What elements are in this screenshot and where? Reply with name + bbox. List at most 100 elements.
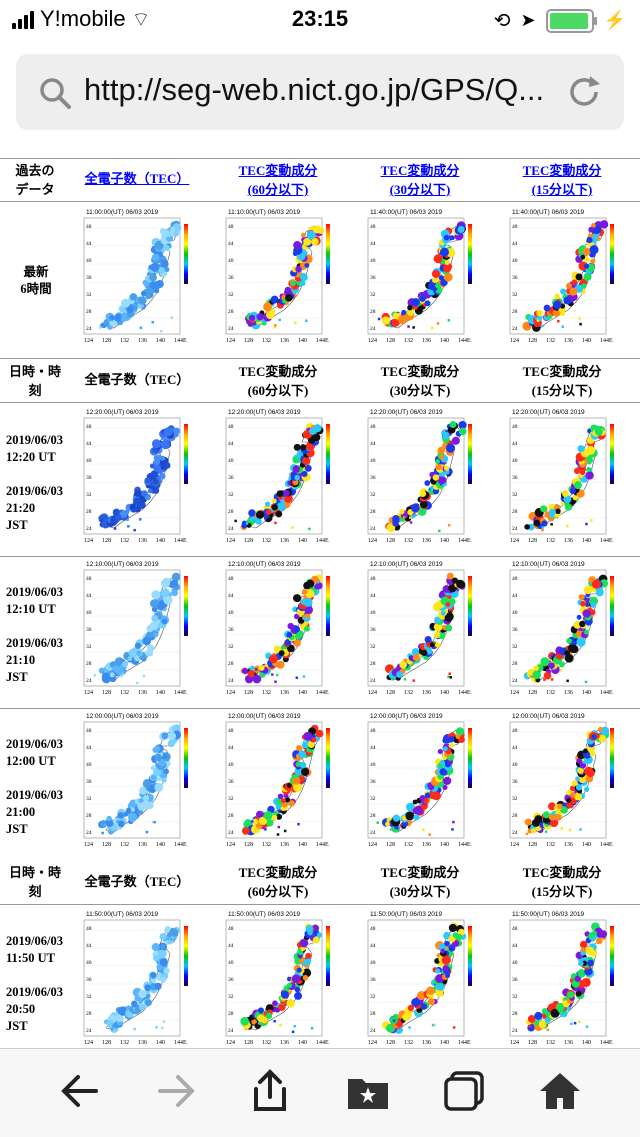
forward-icon[interactable] [152, 1067, 200, 1115]
tec-map-image[interactable]: 12:00:00(UT) 06/03 2019 124 128 132 136 140 14… [498, 710, 620, 852]
axis-tick-label: 124 [226, 842, 235, 848]
axis-tick-label: 144E [316, 338, 329, 344]
table-row: 2019/06/03 11:50 UT 2019/06/03 20:50 JST [0, 905, 640, 1048]
reload-icon[interactable] [566, 74, 602, 110]
axis-tick-label: 48 [370, 576, 376, 582]
map-timestamp: 11:40:00(UT) 06/03 2019 [512, 209, 585, 216]
axis-tick-label: 124 [510, 538, 519, 544]
axis-tick-label: 32 [512, 994, 518, 1000]
tec-map-image[interactable]: 12:10:00(UT) 06/03 2019 124 128 132 136 140 14… [214, 558, 336, 700]
axis-tick-label: 124 [368, 338, 377, 344]
axis-tick-label: 136 [564, 538, 573, 544]
axis-tick-label: 28 [370, 661, 376, 667]
address-bar[interactable]: http://seg-web.nict.go.jp/GPS/Q... [16, 54, 624, 130]
axis-tick-label: 128 [528, 1040, 537, 1046]
axis-tick-label: 140 [440, 338, 449, 344]
color-scale [326, 224, 330, 284]
tec-map-image[interactable]: 11:10:00(UT) 06/03 2019 124 128 132 136 140 14… [214, 206, 336, 348]
tec-map-image[interactable]: 11:40:00(UT) 06/03 2019 124 128 132 136 140 14… [356, 206, 478, 348]
axis-tick-label: 48 [370, 224, 376, 230]
tec-map-image[interactable]: 12:20:00(UT) 06/03 2019 124 128 132 136 140 14… [356, 406, 478, 548]
tec-map-image[interactable]: 11:50:00(UT) 06/03 2019 124 128 132 136 140 14… [214, 908, 336, 1048]
axis-tick-label: 40 [86, 458, 92, 464]
table-row: 2019/06/03 12:20 UT 2019/06/03 21:20 JST [0, 404, 640, 557]
tec-map-image[interactable]: 12:10:00(UT) 06/03 2019 124 128 132 136 140 14… [72, 558, 194, 700]
axis-tick-label: 140 [156, 538, 165, 544]
axis-tick-label: 44 [370, 745, 376, 751]
axis-tick-label: 144E [174, 842, 187, 848]
tec-map-image[interactable]: 12:20:00(UT) 06/03 2019 124 128 132 136 140 14… [214, 406, 336, 548]
axis-tick-label: 44 [86, 441, 92, 447]
tec-map-image[interactable]: 11:40:00(UT) 06/03 2019 124 128 132 136 140 14… [498, 206, 620, 348]
axis-tick-label: 132 [404, 690, 413, 696]
tec-map-image[interactable]: 12:00:00(UT) 06/03 2019 124 128 132 136 140 14… [356, 710, 478, 852]
tec-map-image[interactable]: 12:00:00(UT) 06/03 2019 124 128 132 136 140 14… [214, 710, 336, 852]
map-timestamp: 12:20:00(UT) 06/03 2019 [370, 409, 443, 416]
axis-tick-label: 144E [458, 1040, 471, 1046]
bookmarks-icon[interactable] [344, 1067, 392, 1115]
link-15[interactable]: TEC変動成分 (15分以下) [522, 163, 602, 197]
axis-tick-label: 36 [228, 627, 234, 633]
axis-tick-label: 32 [86, 994, 92, 1000]
axis-tick-label: 48 [86, 424, 92, 430]
color-scale [184, 576, 188, 636]
clock: 23:15 [291, 6, 349, 31]
axis-tick-label: 44 [512, 943, 518, 949]
axis-tick-label: 124 [226, 1040, 235, 1046]
tec-map-image[interactable]: 12:10:00(UT) 06/03 2019 124 128 132 136 140 14… [498, 558, 620, 700]
back-icon[interactable] [56, 1067, 104, 1115]
latest-row: 最新 6時間 [0, 202, 640, 359]
axis-tick-label: 40 [86, 762, 92, 768]
axis-tick-label: 24 [228, 1028, 234, 1034]
map-timestamp: 11:50:00(UT) 06/03 2019 [86, 911, 159, 918]
axis-tick-label: 140 [298, 842, 307, 848]
share-icon[interactable] [246, 1067, 294, 1115]
axis-tick-label: 48 [86, 728, 92, 734]
axis-tick-label: 128 [386, 690, 395, 696]
axis-tick-label: 44 [512, 441, 518, 447]
axis-tick-label: 124 [510, 1040, 519, 1046]
axis-tick-label: 44 [228, 745, 234, 751]
tec-map-image[interactable]: 12:20:00(UT) 06/03 2019 124 128 132 136 140 14… [72, 406, 194, 548]
tec-map-image[interactable]: 12:00:00(UT) 06/03 2019 124 128 132 136 140 14… [72, 710, 194, 852]
axis-tick-label: 24 [512, 678, 518, 684]
axis-tick-label: 128 [244, 338, 253, 344]
axis-tick-label: 128 [244, 1040, 253, 1046]
header-tec: 全電子数（TEC） [84, 372, 190, 387]
tec-map-image[interactable]: 11:00:00(UT) 06/03 2019 124 128 132 136 140 14… [72, 206, 194, 348]
tec-map-image[interactable]: 12:20:00(UT) 06/03 2019 124 128 132 136 140 14… [498, 406, 620, 548]
axis-tick-label: 44 [370, 943, 376, 949]
link-60[interactable]: TEC変動成分 (60分以下) [238, 163, 318, 197]
tec-map-image[interactable]: 11:50:00(UT) 06/03 2019 124 128 132 136 140 14… [72, 908, 194, 1048]
tec-map-image[interactable]: 12:10:00(UT) 06/03 2019 124 128 132 136 140 14… [356, 558, 478, 700]
axis-tick-label: 132 [262, 842, 271, 848]
axis-tick-label: 24 [370, 830, 376, 836]
header-tec-2: 全電子数（TEC） [84, 874, 190, 889]
axis-tick-label: 36 [370, 977, 376, 983]
tec-map-image[interactable]: 11:50:00(UT) 06/03 2019 124 128 132 136 140 14… [356, 908, 478, 1048]
axis-tick-label: 144E [174, 1040, 187, 1046]
axis-tick-label: 128 [386, 1040, 395, 1046]
color-scale [326, 424, 330, 484]
link-tec[interactable]: 全電子数（TEC） [84, 171, 190, 186]
axis-tick-label: 32 [228, 492, 234, 498]
axis-tick-label: 36 [512, 475, 518, 481]
tabs-icon[interactable] [440, 1067, 488, 1115]
axis-tick-label: 40 [370, 610, 376, 616]
axis-tick-label: 128 [528, 690, 537, 696]
link-30[interactable]: TEC変動成分 (30分以下) [380, 163, 460, 197]
axis-tick-label: 48 [370, 926, 376, 932]
axis-tick-label: 124 [84, 538, 93, 544]
axis-tick-label: 132 [262, 690, 271, 696]
axis-tick-label: 24 [370, 1028, 376, 1034]
axis-tick-label: 128 [244, 842, 253, 848]
page-content[interactable]: 過去の データ 全電子数（TEC） TEC変動成分 (60分以下) TEC変動成分(… [0, 148, 640, 1048]
axis-tick-label: 24 [228, 678, 234, 684]
axis-tick-label: 128 [244, 538, 253, 544]
axis-tick-label: 28 [228, 509, 234, 515]
home-icon[interactable] [536, 1067, 584, 1115]
axis-tick-label: 124 [84, 1040, 93, 1046]
url-text[interactable]: http://seg-web.nict.go.jp/GPS/Q... [84, 72, 545, 107]
color-scale [468, 728, 472, 788]
tec-map-image[interactable]: 11:50:00(UT) 06/03 2019 124 128 132 136 140 14… [498, 908, 620, 1048]
